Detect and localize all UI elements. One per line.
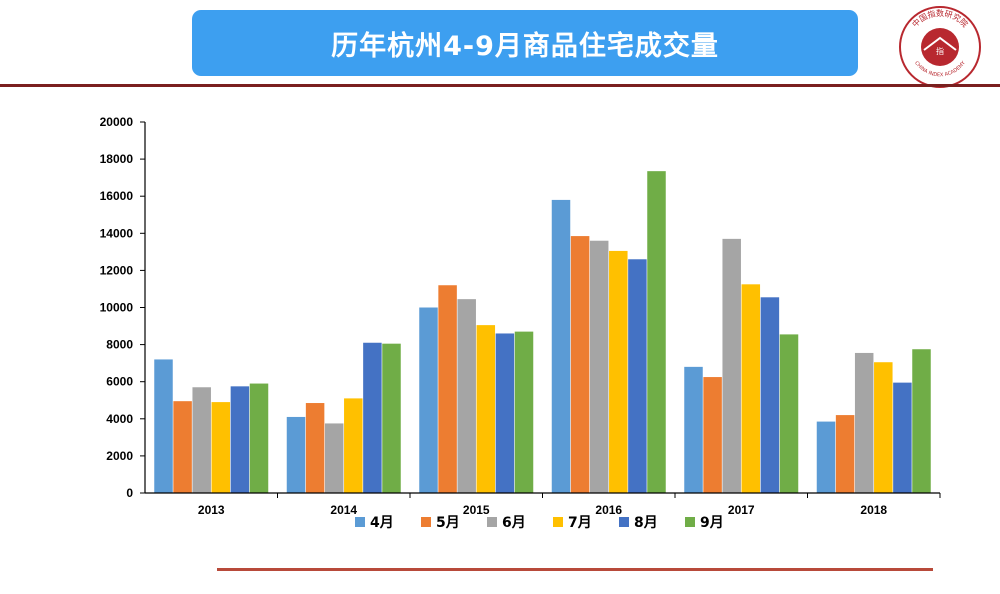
bar-2013-5月	[173, 401, 192, 493]
y-tick-label: 14000	[100, 226, 134, 240]
x-axis: 2013 2014 2015 2016 2017 2018	[145, 492, 941, 517]
legend-swatch	[355, 517, 365, 527]
bar-2013-4月	[154, 359, 173, 493]
legend-label: 4月	[370, 515, 394, 531]
bar-2015-6月	[457, 299, 476, 493]
legend-swatch	[685, 517, 695, 527]
y-tick-label: 18000	[100, 152, 134, 166]
legend-swatch	[421, 517, 431, 527]
title-banner: 历年杭州4-9月商品住宅成交量	[192, 10, 858, 76]
x-tick-label: 2018	[860, 503, 887, 517]
bar-2013-6月	[192, 387, 211, 493]
bar-2016-4月	[551, 199, 571, 493]
bar-2016-9月	[647, 171, 666, 493]
legend-swatch	[487, 517, 497, 527]
x-tick-label: 2014	[330, 503, 357, 517]
logo-text-cn: 中国指数研究院	[910, 8, 970, 29]
bar-2018-6月	[854, 352, 874, 493]
bar-2014-5月	[305, 403, 325, 493]
bar-2016-5月	[570, 236, 590, 493]
bar-2015-5月	[438, 285, 457, 493]
legend-label: 6月	[502, 515, 526, 531]
bar-2017-6月	[722, 238, 741, 493]
footer-divider	[217, 568, 933, 571]
y-tick-label: 16000	[100, 189, 134, 203]
bar-2018-9月	[912, 349, 931, 493]
legend-label: 9月	[700, 515, 724, 531]
bar-2013-8月	[230, 386, 250, 493]
bar-2017-9月	[779, 334, 799, 493]
y-tick-label: 4000	[106, 412, 133, 426]
bar-2018-8月	[893, 382, 912, 493]
bar-2014-7月	[344, 398, 363, 493]
legend-swatch	[619, 517, 629, 527]
y-tick-label: 8000	[106, 338, 133, 352]
china-index-academy-logo: 指 中国指数研究院 CHINA INDEX ACADEMY	[899, 6, 981, 88]
legend-label: 5月	[436, 515, 460, 531]
bar-2015-4月	[419, 307, 438, 493]
bar-2015-8月	[495, 333, 515, 493]
y-tick-label: 20000	[100, 115, 134, 129]
x-tick-label: 2015	[463, 503, 490, 517]
bar-2018-5月	[835, 415, 855, 493]
legend: 4月 5月 6月 7月 8月 9月	[355, 515, 724, 531]
bars	[154, 171, 931, 493]
y-tick-label: 2000	[106, 449, 133, 463]
y-axis: 0 2000 4000 6000 8000 10000 12000 14000 16000 180…	[100, 115, 146, 500]
bar-2016-8月	[628, 259, 647, 493]
x-tick-label: 2016	[595, 503, 622, 517]
y-tick-label: 10000	[100, 301, 134, 315]
y-tick-label: 12000	[100, 263, 134, 277]
bar-2014-9月	[382, 343, 401, 493]
logo-center-text: 指	[936, 46, 944, 56]
bar-2018-4月	[816, 421, 836, 493]
y-tick-label: 6000	[106, 375, 133, 389]
bar-2014-4月	[286, 416, 306, 493]
bar-2014-6月	[324, 423, 344, 493]
bar-2014-8月	[363, 342, 382, 493]
bar-2016-7月	[609, 250, 628, 493]
header-divider	[0, 84, 1000, 87]
bar-2013-9月	[249, 383, 269, 493]
legend-swatch	[553, 517, 563, 527]
x-tick-label: 2013	[198, 503, 225, 517]
bar-2017-7月	[741, 284, 761, 493]
bar-2017-4月	[684, 366, 703, 493]
bar-2013-7月	[211, 402, 231, 493]
legend-label: 8月	[634, 515, 658, 531]
svg-text:中国指数研究院: 中国指数研究院	[910, 8, 970, 29]
bar-2017-5月	[703, 377, 722, 493]
bar-2017-8月	[760, 297, 780, 493]
bar-chart: 0 2000 4000 6000 8000 10000 12000 14000 16000 180…	[100, 115, 941, 531]
bar-2018-7月	[874, 362, 893, 493]
page-title: 历年杭州4-9月商品住宅成交量	[331, 30, 719, 62]
bar-2015-7月	[476, 325, 496, 493]
y-tick-label: 0	[126, 486, 133, 500]
bar-2015-9月	[514, 331, 534, 493]
bar-2016-6月	[589, 240, 609, 493]
x-tick-label: 2017	[728, 503, 755, 517]
legend-label: 7月	[568, 515, 592, 531]
